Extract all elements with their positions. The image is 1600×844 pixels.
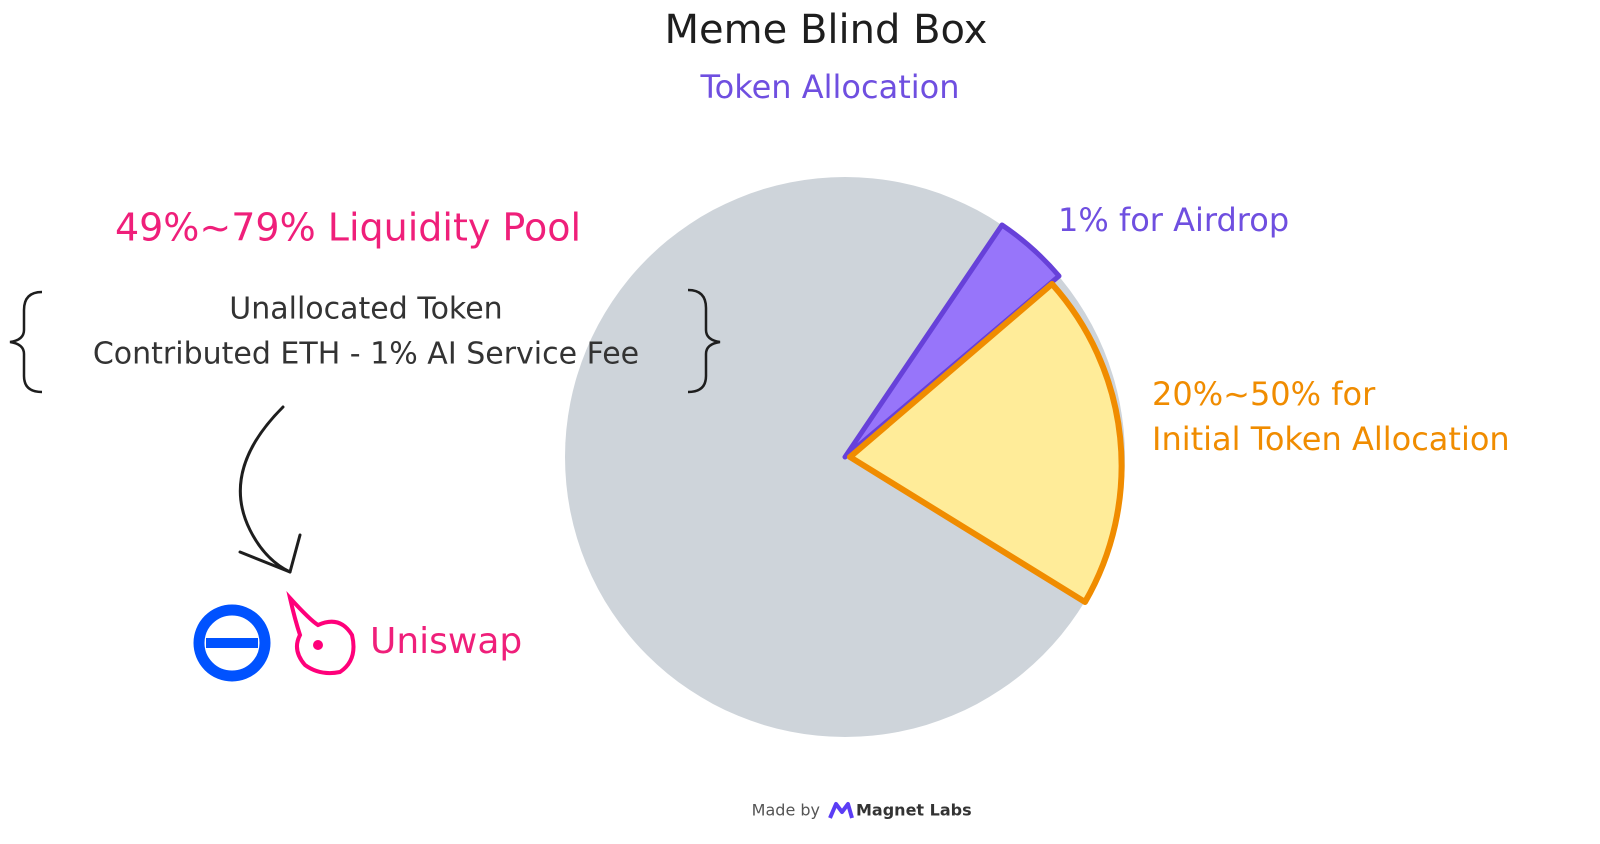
unallocated-line: Unallocated Token (229, 292, 502, 327)
base-icon-bar (206, 638, 258, 648)
arrow-head (238, 533, 302, 574)
brand: Magnet Labs (856, 801, 972, 820)
brand-logo (828, 802, 854, 819)
pie-initial (847, 281, 1125, 605)
initial-label: 20%~50% for (1152, 375, 1376, 413)
airdrop-label: 1% for Airdrop (1058, 201, 1289, 239)
base-icon (193, 604, 271, 682)
uniswap-label: Uniswap (370, 621, 522, 662)
uniswap-icon (286, 591, 356, 676)
subtitle: Token Allocation (700, 68, 960, 106)
bracket-right (687, 288, 721, 394)
title: Meme Blind Box (665, 7, 988, 53)
bracket-left (9, 290, 43, 394)
liquidity-label: 49%~79% Liquidity Pool (115, 206, 581, 250)
pie-airdrop (842, 222, 1062, 460)
initial-label: Initial Token Allocation (1152, 420, 1510, 458)
arrow (238, 405, 292, 574)
made-by: Made by (752, 801, 820, 820)
unallocated-line: Contributed ETH - 1% AI Service Fee (93, 337, 639, 372)
